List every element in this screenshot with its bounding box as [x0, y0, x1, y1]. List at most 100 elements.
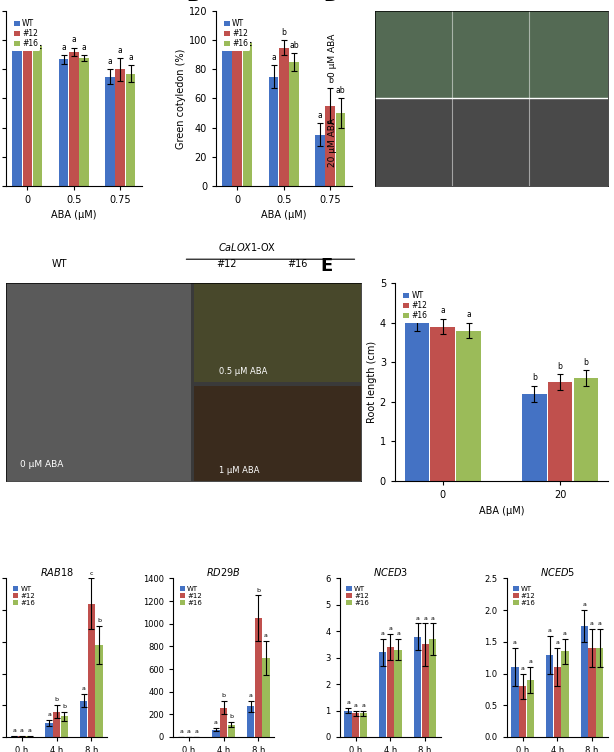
Text: a: a: [583, 602, 586, 608]
X-axis label: ABA (μM): ABA (μM): [51, 211, 96, 220]
Bar: [262, 658, 270, 737]
Text: a: a: [416, 616, 419, 620]
Bar: [429, 639, 437, 737]
Title: $\it{NCED5}$: $\it{NCED5}$: [540, 566, 575, 578]
Text: 1 µM ABA: 1 µM ABA: [219, 466, 260, 475]
Bar: [79, 58, 89, 186]
Text: a: a: [118, 46, 123, 55]
Bar: [387, 647, 394, 737]
Text: a: a: [82, 43, 87, 52]
Bar: [379, 653, 386, 737]
Bar: [115, 69, 125, 186]
Text: a: a: [20, 728, 24, 733]
Legend: WT, #12, #16: WT, #12, #16: [344, 584, 371, 608]
Text: b: b: [55, 697, 59, 702]
Bar: [279, 47, 289, 186]
Bar: [511, 667, 519, 737]
Title: $\it{RAB18}$: $\it{RAB18}$: [40, 566, 74, 578]
Text: c: c: [90, 571, 93, 575]
Legend: WT, #12, #16: WT, #12, #16: [10, 584, 37, 608]
Text: a: a: [466, 310, 471, 319]
Bar: [228, 724, 235, 737]
Bar: [375, 99, 608, 186]
Legend: WT, #12, #16: WT, #12, #16: [11, 17, 41, 50]
Text: a: a: [82, 687, 86, 691]
Bar: [421, 644, 429, 737]
Text: a: a: [590, 621, 594, 626]
Text: a: a: [245, 29, 250, 38]
Bar: [546, 654, 553, 737]
Text: a: a: [513, 641, 517, 645]
Text: a: a: [271, 53, 276, 62]
Title: $\it{NCED3}$: $\it{NCED3}$: [373, 566, 408, 578]
Bar: [12, 44, 22, 186]
Bar: [405, 323, 429, 481]
Text: 20 µM ABA: 20 µM ABA: [328, 117, 337, 166]
Bar: [45, 723, 53, 737]
Text: b: b: [583, 358, 588, 366]
Bar: [289, 62, 299, 186]
Bar: [561, 651, 569, 737]
Text: a: a: [187, 729, 191, 734]
Legend: WT, #12, #16: WT, #12, #16: [221, 17, 251, 50]
Bar: [596, 648, 604, 737]
Text: a: a: [396, 632, 400, 636]
Title: $\it{RD29B}$: $\it{RD29B}$: [206, 566, 241, 578]
Text: #16: #16: [287, 259, 307, 269]
Bar: [33, 46, 42, 186]
Text: a: a: [431, 616, 435, 620]
Text: a: a: [235, 29, 239, 37]
Bar: [233, 42, 242, 186]
Text: a: a: [71, 35, 76, 44]
Text: a: a: [214, 720, 218, 725]
Bar: [456, 331, 481, 481]
Text: WT: WT: [52, 259, 67, 269]
Text: b: b: [281, 29, 286, 37]
Y-axis label: Root length (cm): Root length (cm): [367, 341, 377, 423]
Text: a: a: [389, 626, 392, 631]
Text: a: a: [61, 43, 66, 52]
Bar: [105, 77, 115, 186]
Text: b: b: [256, 587, 260, 593]
Text: a: a: [107, 57, 112, 66]
Bar: [573, 378, 598, 481]
Text: a: a: [362, 702, 365, 708]
Text: D: D: [324, 0, 338, 5]
Bar: [375, 11, 608, 99]
Bar: [69, 52, 79, 186]
Text: $\it{CaLOX1}$-OX: $\it{CaLOX1}$-OX: [218, 241, 276, 253]
Text: b: b: [63, 704, 66, 708]
Bar: [519, 687, 526, 737]
Bar: [581, 626, 588, 737]
Bar: [247, 706, 254, 737]
Legend: WT, #12, #16: WT, #12, #16: [177, 584, 204, 608]
Text: a: a: [317, 111, 322, 120]
Bar: [394, 650, 402, 737]
Text: a: a: [563, 631, 567, 636]
Text: b: b: [222, 693, 225, 698]
Bar: [352, 713, 359, 737]
Text: b: b: [328, 76, 333, 85]
Text: a: a: [381, 632, 385, 636]
Text: a: a: [548, 628, 551, 632]
Bar: [59, 59, 69, 186]
Bar: [588, 648, 596, 737]
X-axis label: ABA (μM): ABA (μM): [261, 211, 306, 220]
Text: a: a: [423, 616, 427, 620]
Bar: [414, 637, 421, 737]
Text: a: a: [47, 711, 51, 717]
Text: a: a: [414, 302, 419, 311]
Text: a: a: [264, 633, 268, 638]
X-axis label: ABA (μM): ABA (μM): [479, 505, 524, 516]
Text: 0 µM ABA: 0 µM ABA: [328, 33, 337, 77]
Text: a: a: [528, 660, 532, 664]
Bar: [554, 667, 561, 737]
Bar: [220, 708, 227, 737]
Text: 0 µM ABA: 0 µM ABA: [20, 460, 64, 469]
Text: b: b: [97, 618, 101, 623]
Y-axis label: Green cotyledon (%): Green cotyledon (%): [176, 48, 186, 149]
Text: a: a: [597, 621, 602, 626]
Bar: [222, 42, 232, 186]
Text: a: a: [35, 32, 40, 41]
Text: a: a: [28, 728, 31, 733]
